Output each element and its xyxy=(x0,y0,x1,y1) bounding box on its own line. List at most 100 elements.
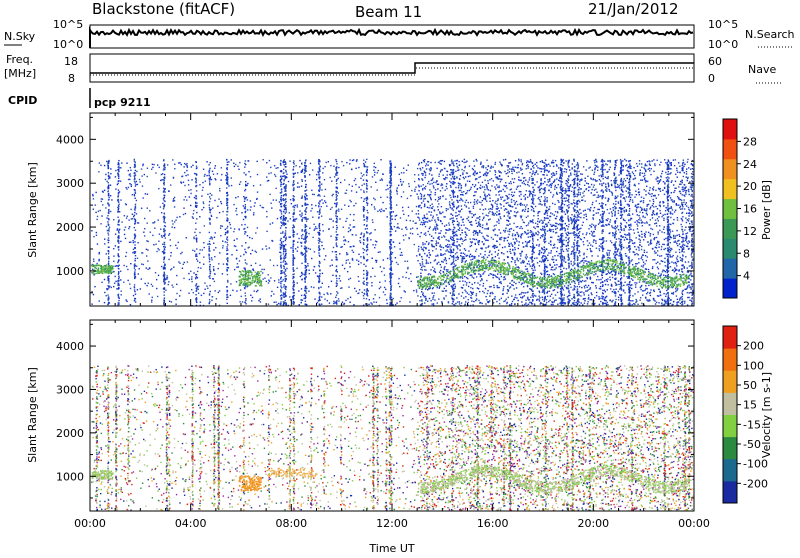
scatter-dot xyxy=(362,255,365,258)
scatter-dot xyxy=(532,179,534,181)
scatter-dot xyxy=(620,223,623,225)
scatter-dot xyxy=(628,196,630,198)
scatter-dot xyxy=(226,201,229,204)
scatter-dot xyxy=(305,265,308,268)
scatter-dot xyxy=(134,219,137,221)
scatter-dot xyxy=(292,264,295,266)
scatter-dot xyxy=(285,208,287,210)
scatter-dot xyxy=(209,192,211,195)
scatter-dot xyxy=(287,220,289,222)
scatter-dot xyxy=(365,199,368,202)
scatter-dot xyxy=(397,263,399,266)
scatter-dot xyxy=(336,300,338,302)
scatter-dot xyxy=(117,240,119,243)
scatter-dot xyxy=(416,167,419,170)
scatter-dot xyxy=(170,251,172,254)
scatter-dot xyxy=(366,270,368,272)
scatter-dot xyxy=(107,303,109,306)
scatter-dot xyxy=(561,207,564,209)
scatter-dot xyxy=(365,174,368,176)
scatter-dot xyxy=(196,248,198,250)
scatter-dot xyxy=(313,286,315,289)
scatter-dot xyxy=(166,277,168,279)
scatter-dot xyxy=(343,303,345,305)
scatter-dot xyxy=(401,254,403,256)
scatter-dot xyxy=(364,161,367,163)
scatter-dot xyxy=(191,280,193,283)
scatter-dot xyxy=(148,267,151,270)
scatter-dot xyxy=(245,183,247,186)
scatter-dot xyxy=(690,239,693,242)
scatter-dot xyxy=(195,298,197,301)
scatter-dot xyxy=(349,266,351,268)
scatter-dot xyxy=(362,269,365,272)
scatter-dot xyxy=(107,237,110,239)
scatter-dot xyxy=(219,190,221,192)
scatter-dot xyxy=(336,171,338,174)
scatter-dot xyxy=(344,192,346,194)
scatter-dot xyxy=(573,183,575,186)
scatter-dot xyxy=(353,159,355,161)
scatter-dot xyxy=(573,214,576,216)
scatter-dot xyxy=(389,247,391,249)
scatter-dot xyxy=(462,173,464,176)
scatter-dot xyxy=(196,202,198,204)
scatter-dot xyxy=(319,160,321,163)
scatter-dot xyxy=(318,224,320,227)
scatter-dot xyxy=(379,286,382,288)
scatter-dot xyxy=(195,300,198,302)
scatter-dot xyxy=(142,164,144,167)
scatter-dot xyxy=(225,179,227,181)
scatter-dot xyxy=(390,273,392,275)
scatter-dot xyxy=(192,249,194,252)
scatter-dot xyxy=(318,252,320,254)
scatter-dot xyxy=(318,298,321,301)
scatter-dot xyxy=(118,249,120,251)
scatter-dot xyxy=(681,260,683,262)
scatter-dot xyxy=(402,276,404,278)
scatter-dot xyxy=(283,164,285,166)
scatter-dot xyxy=(109,177,111,179)
scatter-dot xyxy=(194,205,197,208)
scatter-dot xyxy=(359,240,361,242)
scatter-dot xyxy=(91,290,93,293)
scatter-dot xyxy=(349,213,352,216)
scatter-dot xyxy=(279,162,282,165)
scatter-dot xyxy=(451,251,454,254)
scatter-dot xyxy=(335,179,338,181)
scatter-dot xyxy=(691,214,694,216)
scatter-dot xyxy=(667,265,669,267)
scatter-dot xyxy=(117,207,120,210)
scatter-dot xyxy=(306,218,308,221)
scatter-dot xyxy=(560,251,563,253)
scatter-dot xyxy=(667,219,670,221)
scatter-dot xyxy=(195,202,197,205)
scatter-dot xyxy=(299,214,301,216)
scatter-dot xyxy=(118,170,120,172)
scatter-dot xyxy=(667,204,669,206)
scatter-dot xyxy=(181,251,183,254)
scatter-dot xyxy=(212,207,214,209)
scatter-dot xyxy=(560,173,562,175)
scatter-dot xyxy=(561,264,563,266)
scatter-dot xyxy=(239,255,242,257)
scatter-dot xyxy=(601,168,603,170)
scatter-dot xyxy=(497,270,499,272)
scatter-dot xyxy=(362,179,365,181)
scatter-dot xyxy=(285,275,287,277)
scatter-dot xyxy=(402,167,405,169)
scatter-dot xyxy=(360,188,362,191)
scatter-dot xyxy=(285,176,287,178)
scatter-dot xyxy=(691,256,693,258)
scatter-dot xyxy=(666,300,669,303)
scatter-dot xyxy=(187,184,190,186)
scatter-dot xyxy=(335,215,337,217)
scatter-dot xyxy=(691,235,693,237)
scatter-dot xyxy=(366,238,368,240)
scatter-dot xyxy=(318,303,321,305)
scatter-dot xyxy=(195,255,197,257)
scatter-dot xyxy=(561,209,563,212)
scatter-dot xyxy=(283,284,285,286)
scatter-dot xyxy=(572,271,575,274)
scatter-dot xyxy=(283,161,286,163)
